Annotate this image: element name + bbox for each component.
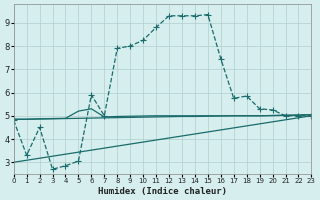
X-axis label: Humidex (Indice chaleur): Humidex (Indice chaleur) — [98, 187, 227, 196]
